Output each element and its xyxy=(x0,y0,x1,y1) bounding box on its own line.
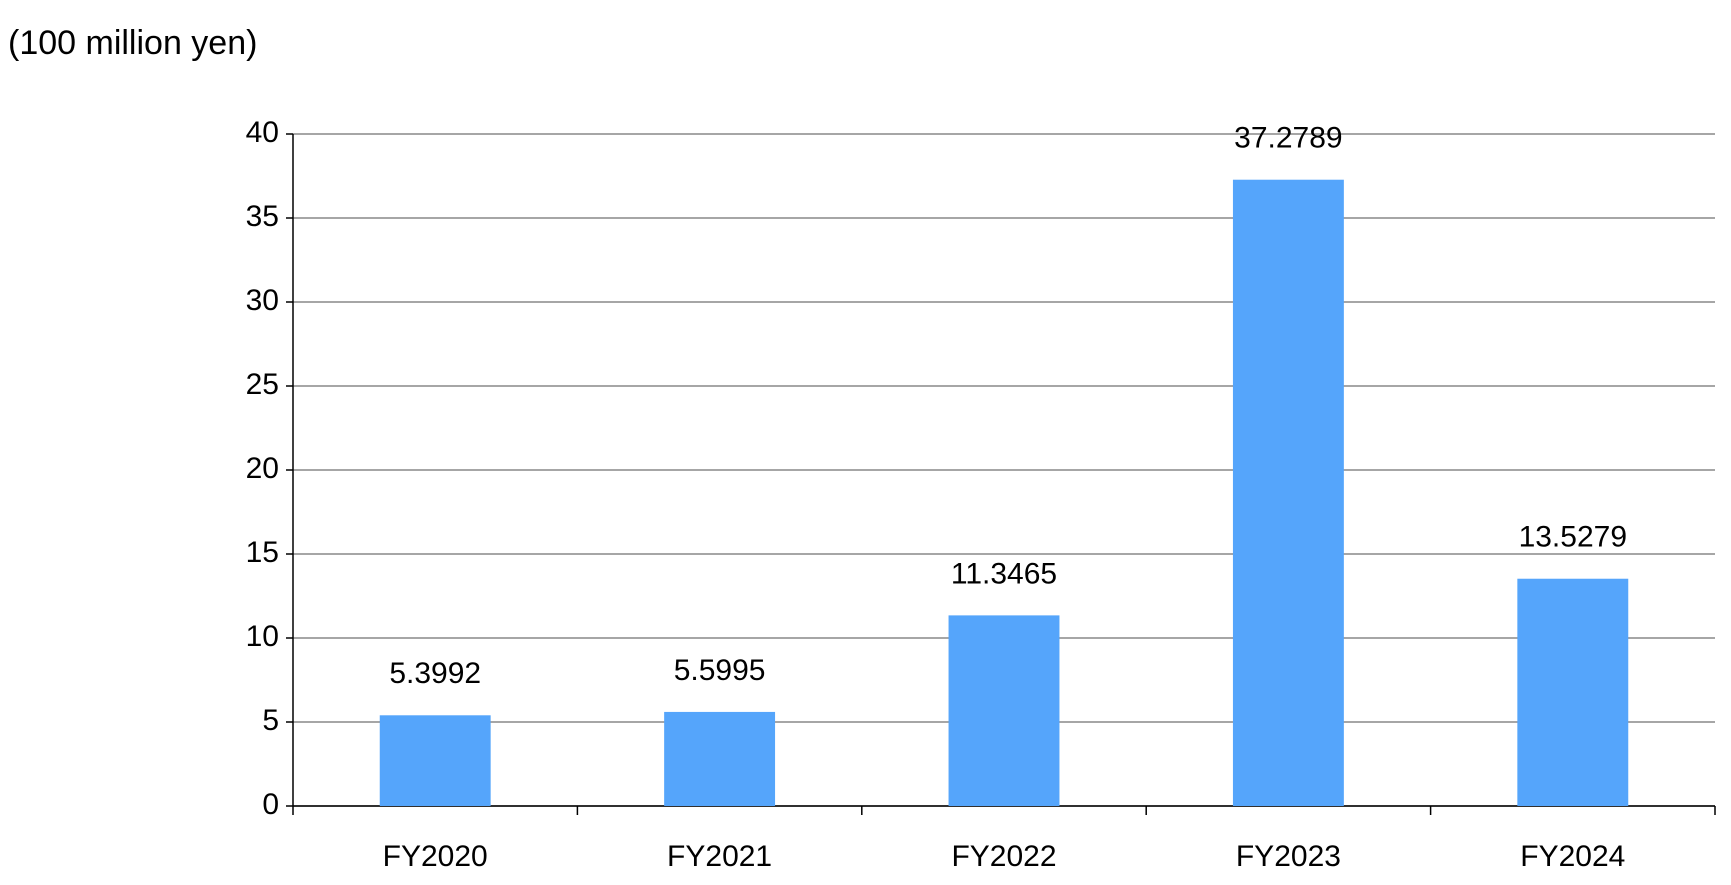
bar xyxy=(1517,578,1629,806)
y-tick-label: 30 xyxy=(246,284,279,317)
bar xyxy=(948,615,1060,806)
data-label: 11.3465 xyxy=(951,557,1057,590)
x-tick-label: FY2024 xyxy=(1520,840,1625,873)
y-tick-label: 15 xyxy=(246,536,279,569)
y-tick-label: 20 xyxy=(246,452,279,485)
bar xyxy=(664,711,776,806)
data-label: 5.5995 xyxy=(674,654,766,687)
y-tick-label: 25 xyxy=(246,368,279,401)
x-tick-label: FY2023 xyxy=(1236,840,1341,873)
data-label: 5.3992 xyxy=(389,657,481,690)
y-tick-label: 5 xyxy=(262,704,279,737)
data-label: 37.2789 xyxy=(1234,122,1342,155)
bar xyxy=(379,715,491,806)
x-tick-label: FY2021 xyxy=(667,840,772,873)
y-tick-label: 40 xyxy=(246,116,279,149)
y-tick-label: 10 xyxy=(246,620,279,653)
x-tick-label: FY2022 xyxy=(951,840,1056,873)
data-label: 13.5279 xyxy=(1519,521,1627,554)
y-tick-label: 35 xyxy=(246,200,279,233)
x-tick-label: FY2020 xyxy=(383,840,488,873)
y-tick-label: 0 xyxy=(262,788,279,821)
bar xyxy=(1232,179,1344,806)
y-axis-label: (100 million yen) xyxy=(8,24,257,62)
